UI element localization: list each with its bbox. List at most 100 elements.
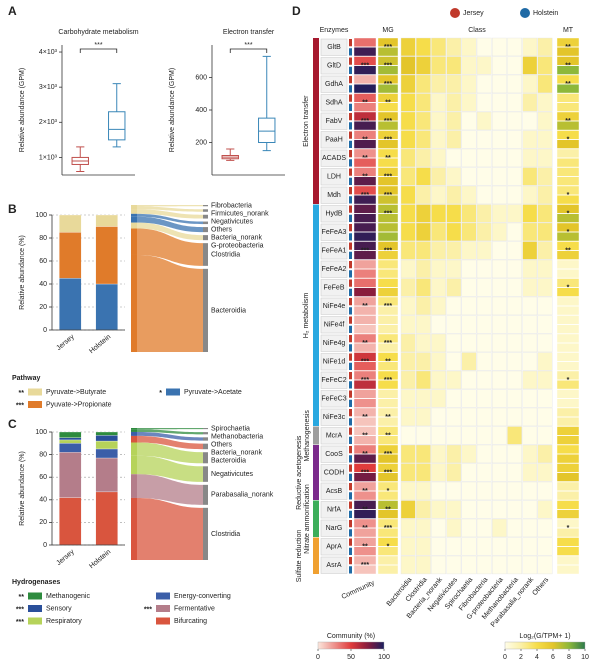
community-cell xyxy=(353,306,377,316)
class-cell xyxy=(522,537,538,556)
colorbar-title: Community (%) xyxy=(327,633,375,640)
legend-significance: *** xyxy=(16,402,24,409)
legend-label: Pyruvate->Butyrate xyxy=(46,389,106,396)
sankey-label: Spirochaetia xyxy=(211,425,250,432)
class-cell xyxy=(522,37,538,57)
class-cell xyxy=(522,315,538,334)
breed-indicator xyxy=(349,39,352,47)
class-cell xyxy=(522,167,538,186)
breed-indicator xyxy=(349,233,352,241)
class-cell xyxy=(507,93,522,112)
column-label: Community xyxy=(341,579,376,601)
class-cell xyxy=(507,241,522,260)
bar-segment xyxy=(95,435,118,442)
class-cell xyxy=(416,315,431,334)
class-cell xyxy=(400,518,416,538)
class-cell xyxy=(492,74,507,94)
class-cell xyxy=(537,555,553,575)
class-cell xyxy=(507,370,522,390)
class-cell xyxy=(416,56,431,75)
class-cell xyxy=(492,278,507,297)
community-cell xyxy=(353,444,377,454)
header: Enzymes xyxy=(320,27,349,34)
class-cell xyxy=(507,389,522,408)
x-tick-label: Jersey xyxy=(55,333,76,352)
significance: ** xyxy=(565,44,571,51)
class-cell xyxy=(507,296,522,316)
enzyme-name: NiFe4f xyxy=(324,322,345,329)
class-cell xyxy=(446,259,462,279)
legend-swatch xyxy=(28,401,42,408)
panel-label: B xyxy=(8,202,17,216)
bar-segment xyxy=(59,452,82,498)
class-cell xyxy=(461,130,477,149)
sankey-label: Parabasalia_norank xyxy=(211,492,274,499)
class-cell xyxy=(461,333,477,353)
y-tick-label: 40 xyxy=(39,497,47,504)
class-cell xyxy=(416,296,431,316)
legend-swatch xyxy=(156,605,170,612)
community-cell xyxy=(353,167,377,177)
breed-indicator xyxy=(349,501,352,509)
significance: ** xyxy=(385,414,391,421)
mg-cell xyxy=(377,158,399,168)
class-cell xyxy=(537,278,553,297)
enzyme-name: ACADS xyxy=(322,155,346,162)
class-cell xyxy=(431,278,446,297)
enzyme-name: FeFeB xyxy=(323,285,344,292)
mt-cell xyxy=(556,509,580,519)
mg-cell xyxy=(377,222,399,232)
sankey-node xyxy=(203,243,208,266)
significance: ** xyxy=(385,359,391,366)
enzyme-box xyxy=(320,316,348,334)
enzyme-name: Mdh xyxy=(327,192,341,199)
enzyme-name: PaaH xyxy=(325,137,343,144)
mg-cell xyxy=(377,333,399,343)
legend-marker xyxy=(520,8,530,18)
class-cell xyxy=(431,130,446,149)
mg-cell xyxy=(377,65,399,75)
community-cell xyxy=(353,426,377,436)
class-cell xyxy=(522,204,538,223)
enzyme-name: NarG xyxy=(326,525,343,532)
colorbar-tick-label: 10 xyxy=(581,654,589,661)
sankey-flow xyxy=(137,209,203,219)
significance: *** xyxy=(384,174,392,181)
community-cell xyxy=(353,65,377,75)
sankey-node xyxy=(203,209,208,212)
class-cell xyxy=(446,370,462,390)
mt-cell xyxy=(556,343,580,353)
class-cell xyxy=(461,389,477,408)
class-cell xyxy=(416,111,431,131)
significance: *** xyxy=(384,44,392,51)
breed-indicator xyxy=(349,113,352,121)
mt-cell xyxy=(556,324,580,334)
breed-indicator xyxy=(349,446,352,454)
community-cell xyxy=(353,324,377,334)
colorbar-tick-label: 2 xyxy=(519,654,523,661)
class-cell xyxy=(476,444,492,464)
sankey-label: Others xyxy=(211,226,233,233)
class-cell xyxy=(537,241,553,260)
mt-cell xyxy=(556,389,580,399)
class-cell xyxy=(446,204,462,223)
community-cell xyxy=(353,454,377,464)
class-cell xyxy=(476,463,492,482)
sankey-label: Fibrobacteria xyxy=(211,202,252,209)
class-cell xyxy=(492,481,507,501)
class-cell xyxy=(446,500,462,519)
class-cell xyxy=(416,481,431,501)
mt-cell xyxy=(556,121,580,131)
sankey-label: Negativicutes xyxy=(211,218,254,225)
class-cell xyxy=(492,204,507,223)
class-cell xyxy=(446,241,462,260)
class-cell xyxy=(492,111,507,131)
enzyme-name: AprA xyxy=(326,544,342,551)
class-cell xyxy=(522,93,538,112)
class-cell xyxy=(400,444,416,464)
mg-cell xyxy=(377,241,399,251)
class-cell xyxy=(431,259,446,279)
mg-cell xyxy=(377,352,399,362)
breed-indicator xyxy=(349,159,352,167)
sankey-source xyxy=(131,428,137,430)
